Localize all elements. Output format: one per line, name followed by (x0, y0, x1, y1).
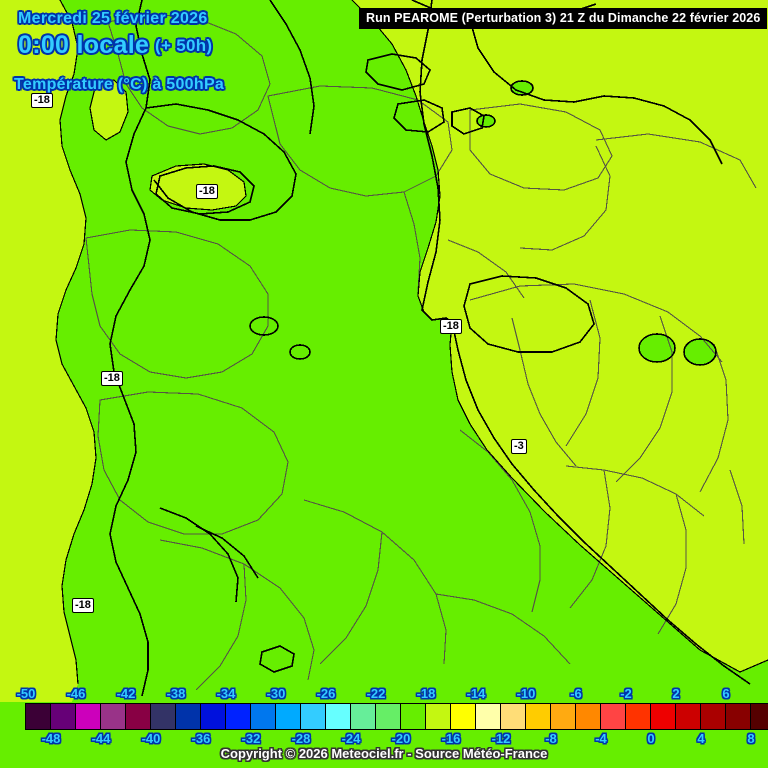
isotherm-contours (55, 0, 768, 685)
color-swatch[interactable] (401, 704, 426, 729)
scale-tick-label: 2 (672, 686, 680, 701)
scale-tick-label: 4 (697, 731, 705, 746)
scale-tick-label: -34 (216, 686, 236, 701)
color-swatch[interactable] (251, 704, 276, 729)
scale-tick-label: -48 (41, 731, 61, 746)
scale-tick-label: -20 (391, 731, 411, 746)
color-swatch[interactable] (476, 704, 501, 729)
color-swatch[interactable] (526, 704, 551, 729)
scale-tick-label: -10 (516, 686, 536, 701)
color-swatch[interactable] (326, 704, 351, 729)
scale-tick-label: -42 (116, 686, 136, 701)
color-swatch[interactable] (726, 704, 751, 729)
scale-tick-label: -30 (266, 686, 286, 701)
scale-tick-label: -44 (91, 731, 111, 746)
scale-tick-label: -26 (316, 686, 336, 701)
scale-tick-label: -6 (570, 686, 582, 701)
scale-tick-label: -14 (466, 686, 486, 701)
color-swatch[interactable] (376, 704, 401, 729)
color-swatch[interactable] (576, 704, 601, 729)
color-swatch[interactable] (626, 704, 651, 729)
scale-tick-label: -12 (491, 731, 511, 746)
color-swatch[interactable] (451, 704, 476, 729)
color-swatch[interactable] (676, 704, 701, 729)
color-swatch[interactable] (276, 704, 301, 729)
color-swatch[interactable] (426, 704, 451, 729)
scale-tick-label: -28 (291, 731, 311, 746)
scale-tick-label: -40 (141, 731, 161, 746)
color-swatch[interactable] (551, 704, 576, 729)
scale-tick-label: -2 (620, 686, 632, 701)
scale-tick-label: -46 (66, 686, 86, 701)
forecast-lead-time-label: (+ 50h) (155, 36, 213, 55)
scale-tick-label: -8 (545, 731, 557, 746)
isotherm-value-label: -18 (440, 319, 462, 334)
scale-tick-label: -24 (341, 731, 361, 746)
isotherm-value-label: -18 (101, 371, 123, 386)
parameter-label: Température (°C) à 500hPa (14, 76, 225, 93)
color-swatch[interactable] (151, 704, 176, 729)
color-swatch[interactable] (501, 704, 526, 729)
scale-tick-label: -18 (416, 686, 436, 701)
color-swatch[interactable] (26, 704, 51, 729)
color-swatch[interactable] (226, 704, 251, 729)
color-swatch[interactable] (126, 704, 151, 729)
forecast-time-label: 0:00 locale (18, 31, 150, 59)
color-swatch[interactable] (351, 704, 376, 729)
color-swatch[interactable] (101, 704, 126, 729)
scale-tick-label: -4 (595, 731, 607, 746)
isotherm-value-label: -3 (511, 439, 527, 454)
scale-tick-label: -36 (191, 731, 211, 746)
scale-tick-label: 8 (747, 731, 755, 746)
color-swatch[interactable] (751, 704, 768, 729)
scale-tick-label: -16 (441, 731, 461, 746)
color-scale-legend: -50-46-42-38-34-30-26-22-18-14-10-6-2261… (0, 686, 768, 768)
color-swatch[interactable] (176, 704, 201, 729)
isotherm-value-label: -18 (72, 598, 94, 613)
color-swatch[interactable] (701, 704, 726, 729)
forecast-date-label: Mercredi 25 février 2026 (18, 10, 208, 27)
scale-tick-label: -50 (16, 686, 36, 701)
scale-tick-label: -38 (166, 686, 186, 701)
isotherm-value-label: -18 (31, 93, 53, 108)
copyright-label: Copyright © 2026 Meteociel.fr - Source M… (220, 746, 548, 761)
color-swatch[interactable] (651, 704, 676, 729)
color-swatch[interactable] (76, 704, 101, 729)
model-run-banner: Run PEAROME (Perturbation 3) 21 Z du Dim… (359, 8, 768, 29)
color-swatch[interactable] (301, 704, 326, 729)
scale-tick-label: -32 (241, 731, 261, 746)
isotherm-value-label: -18 (196, 184, 218, 199)
scale-tick-label: -22 (366, 686, 386, 701)
scale-tick-label: 0 (647, 731, 655, 746)
scale-tick-label: 6 (722, 686, 730, 701)
color-swatch[interactable] (601, 704, 626, 729)
color-scale-bar[interactable] (25, 703, 768, 730)
color-swatch[interactable] (201, 704, 226, 729)
color-swatch[interactable] (51, 704, 76, 729)
